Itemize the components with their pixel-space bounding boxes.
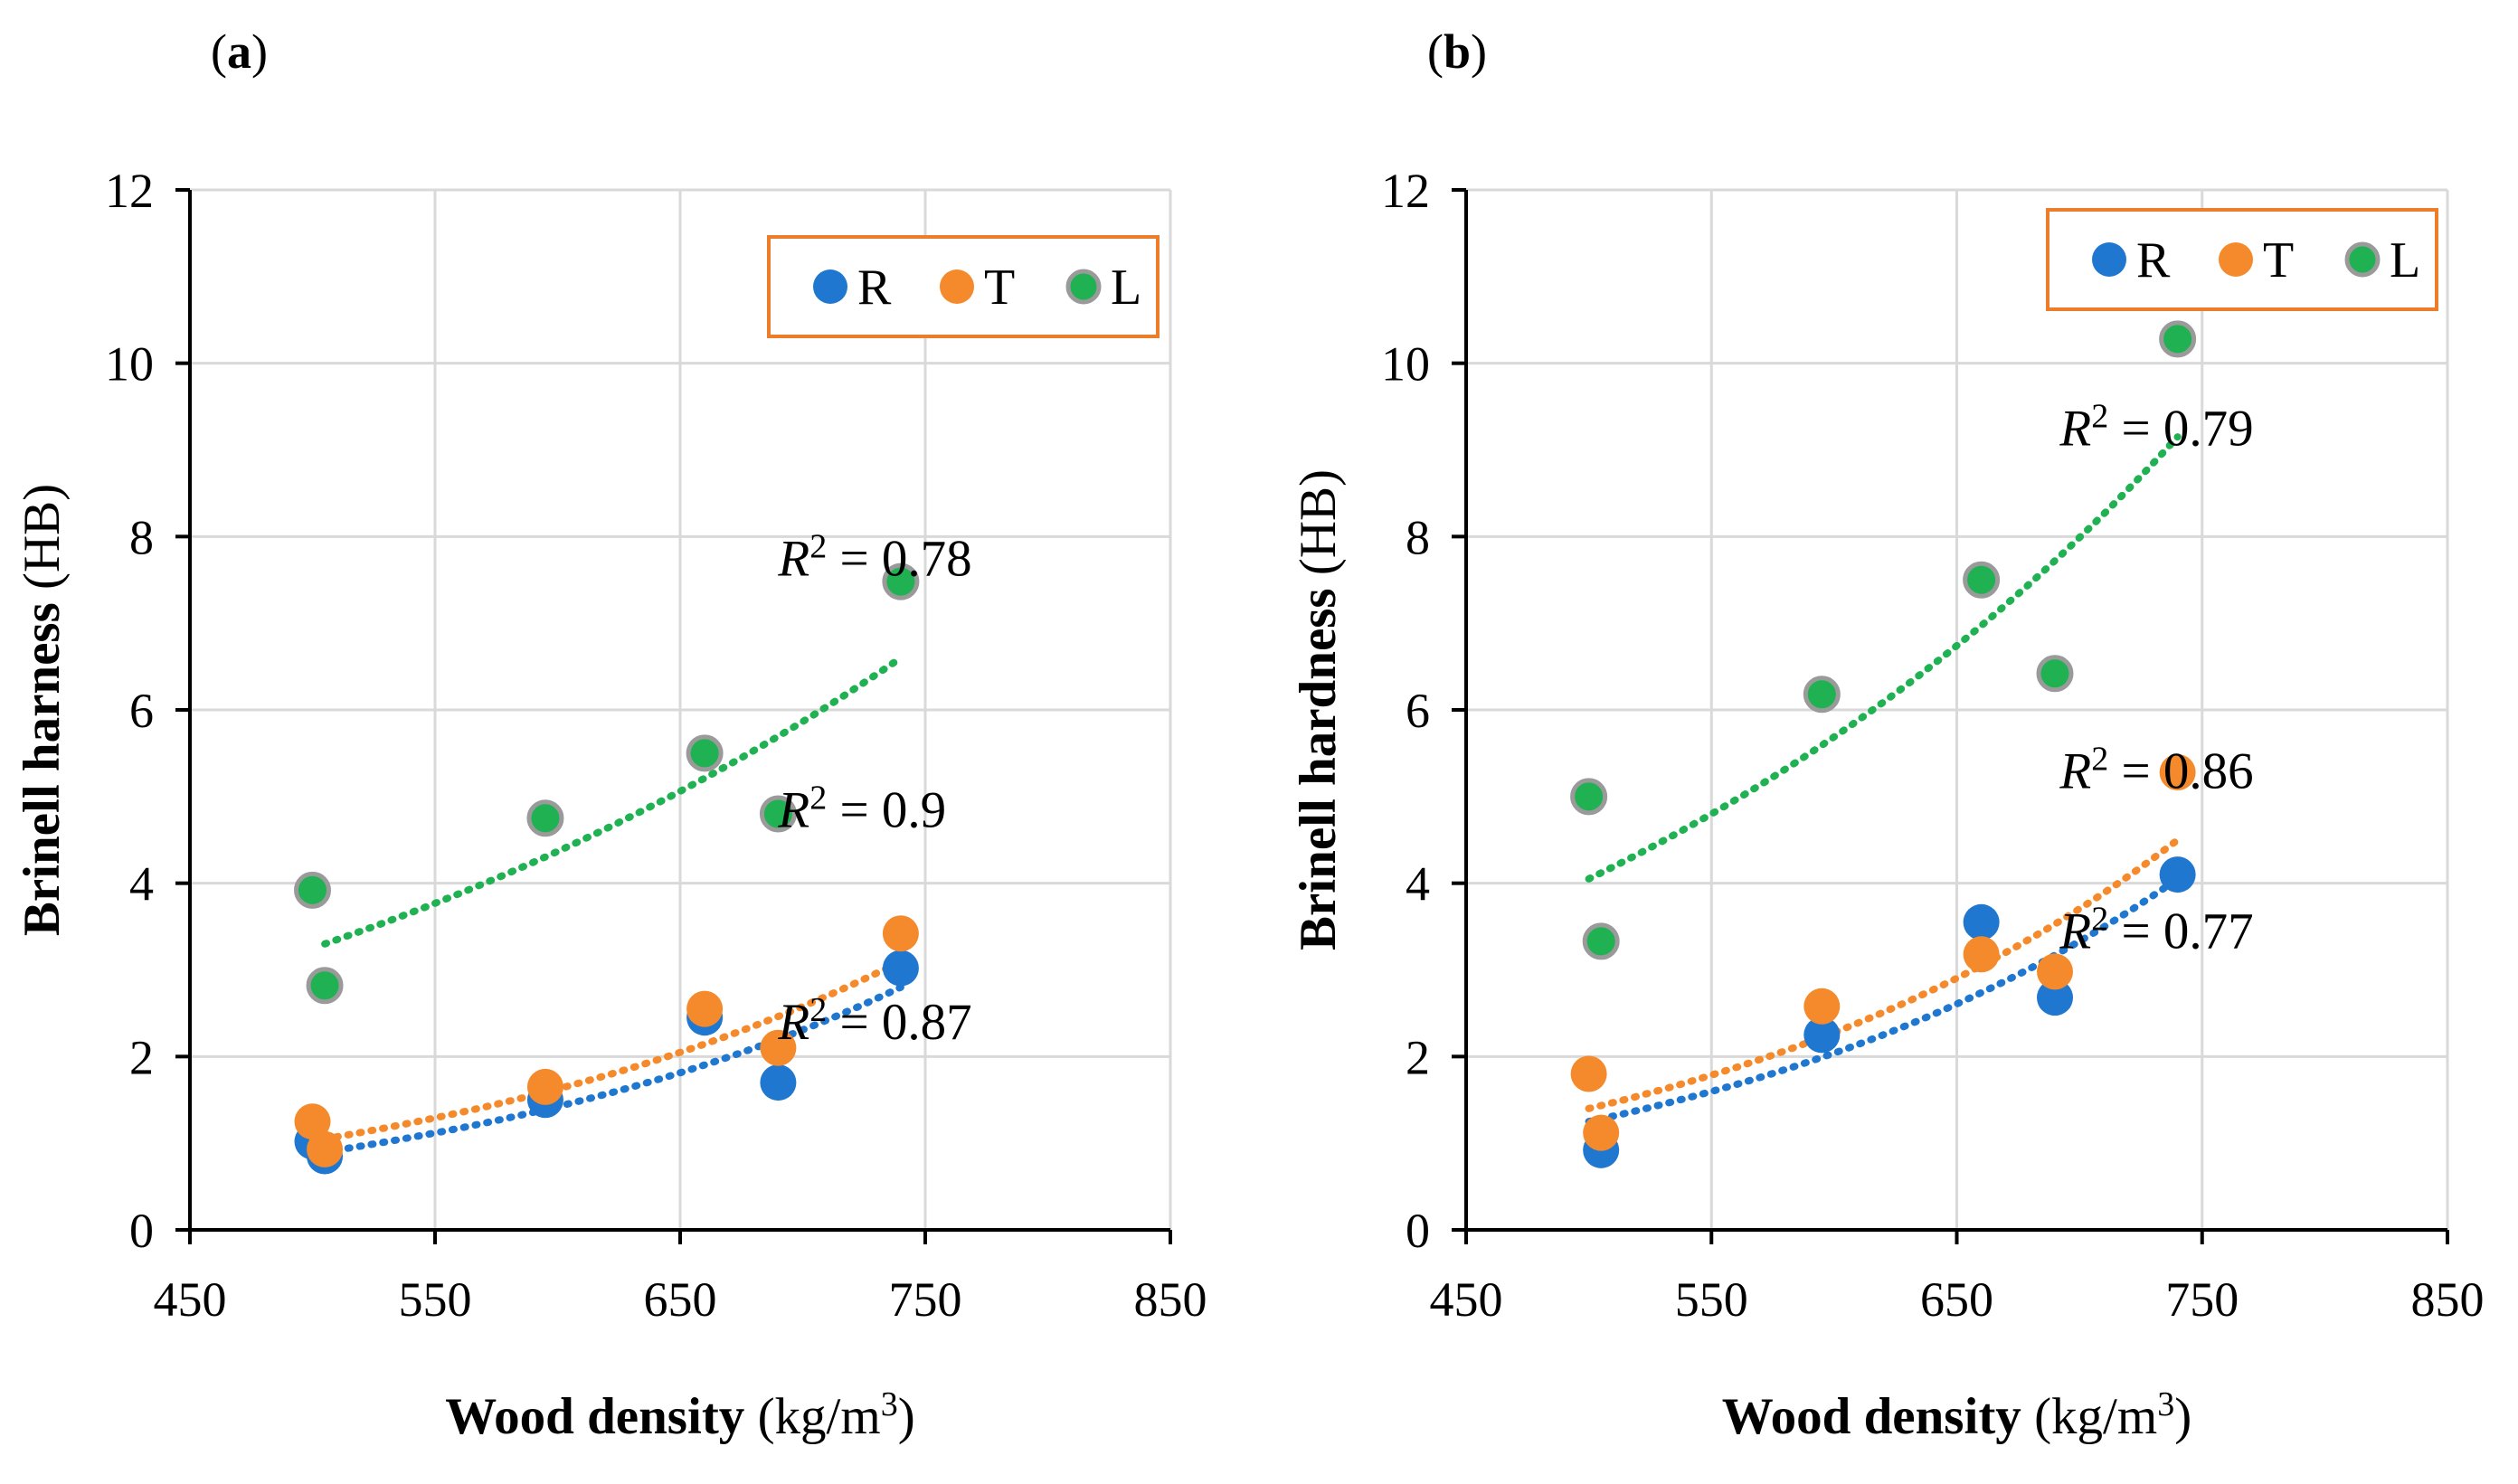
point-T: [882, 915, 919, 952]
y-tick-label: 8: [129, 510, 154, 564]
r2-annotation: R2 = 0.9: [777, 779, 946, 838]
point-T: [526, 1068, 563, 1105]
panel-label-a: (a): [211, 24, 268, 79]
point-L: [1963, 561, 2001, 599]
x-tick-label: 550: [1675, 1272, 1748, 1327]
r2-annotation: R2 = 0.86: [2059, 740, 2253, 799]
point-T: [1570, 1055, 1607, 1092]
trendlines-b: [1585, 433, 2182, 1126]
r2-annotation: R2 = 0.78: [777, 527, 971, 587]
x-tick-label: 750: [889, 1272, 962, 1327]
legend-marker-T: [2219, 242, 2253, 277]
y-tick-label: 2: [1406, 1030, 1430, 1084]
trendline-L: [321, 654, 904, 948]
point-T: [307, 1130, 344, 1167]
y-axis-title-a: Brinell harness (HB): [14, 484, 71, 936]
point-L: [294, 871, 331, 909]
legend-label-T: T: [984, 260, 1015, 316]
point-R: [2159, 856, 2196, 893]
points-a: [294, 562, 920, 1175]
point-L: [306, 967, 344, 1005]
annotations-a: R2 = 0.78 R2 = 0.9 R2 = 0.87: [777, 527, 971, 1051]
y-tick-label: 4: [1406, 857, 1430, 912]
trendline-T: [1585, 836, 2182, 1112]
legend-label-R: R: [857, 260, 892, 316]
trendline-T: [321, 957, 904, 1143]
x-tick-label: 450: [154, 1272, 227, 1327]
axes-b: 0 2 4 6 8 10 12 450 550 650 750 850: [1381, 164, 2485, 1327]
x-axis-title-a: Wood density (kg/m3): [445, 1385, 914, 1445]
point-T: [760, 1029, 797, 1066]
point-L: [1803, 676, 1841, 714]
trendlines-a: [321, 654, 904, 1156]
legend-label-L: L: [1111, 260, 1141, 316]
axes-a: 0 2 4 6 8 10 12 450 550 650 750 850: [105, 164, 1207, 1327]
y-tick-label: 2: [129, 1030, 154, 1084]
point-T: [1803, 988, 1841, 1025]
point-R: [1803, 1016, 1841, 1054]
y-tick-label: 12: [105, 164, 154, 218]
trendline-R: [1585, 874, 2182, 1126]
x-tick-label: 650: [1920, 1272, 1993, 1327]
trendline-L: [1585, 433, 2182, 883]
legend-marker-R: [813, 269, 847, 304]
point-T: [2037, 953, 2073, 990]
point-R: [2037, 979, 2073, 1016]
y-tick-label: 0: [129, 1204, 154, 1258]
legend-marker-L: [2344, 241, 2381, 278]
legend-marker-T: [940, 269, 974, 304]
y-tick-label: 6: [129, 684, 154, 738]
y-tick-label: 12: [1381, 164, 1430, 218]
x-tick-label: 550: [399, 1272, 472, 1327]
point-L: [882, 562, 920, 600]
point-T: [2159, 754, 2196, 790]
points-b: [1570, 320, 2197, 1168]
point-T: [1583, 1114, 1620, 1151]
legend-marker-R: [2092, 242, 2126, 277]
point-L: [2036, 655, 2074, 693]
x-tick-label: 850: [2411, 1272, 2485, 1327]
y-tick-label: 6: [1406, 684, 1430, 738]
legend-label-L: L: [2390, 232, 2420, 288]
point-L: [526, 799, 564, 837]
grid-a: [190, 188, 1172, 1230]
point-L: [1582, 922, 1620, 960]
grid-b: [1466, 188, 2449, 1230]
point-T: [1963, 936, 2000, 973]
point-T: [294, 1103, 331, 1140]
y-axis-title-b: Brinell hardness (HB): [1290, 469, 1347, 950]
r2-annotation: R2 = 0.77: [2059, 901, 2253, 960]
x-axis-title-b: Wood density (kg/m3): [1722, 1385, 2191, 1445]
point-T: [686, 990, 724, 1027]
annotations-b: R2 = 0.79 R2 = 0.86 R2 = 0.77: [2059, 398, 2253, 960]
y-tick-label: 10: [1381, 337, 1430, 392]
point-L: [2159, 320, 2197, 358]
legend-label-T: T: [2263, 232, 2294, 288]
point-L: [1570, 778, 1608, 816]
point-R: [760, 1064, 797, 1101]
y-tick-label: 4: [129, 857, 154, 912]
x-tick-label: 850: [1134, 1272, 1207, 1327]
r2-annotation: R2 = 0.87: [777, 991, 971, 1051]
legend-label-R: R: [2136, 232, 2171, 288]
y-tick-label: 8: [1406, 510, 1430, 564]
point-R: [1963, 903, 2000, 940]
y-tick-label: 0: [1406, 1204, 1430, 1258]
trendline-R: [321, 983, 904, 1156]
x-tick-label: 450: [1430, 1272, 1503, 1327]
legend-marker-L: [1065, 269, 1102, 305]
y-tick-label: 10: [105, 337, 154, 392]
r2-annotation: R2 = 0.79: [2059, 398, 2253, 458]
point-L: [759, 795, 797, 833]
point-L: [686, 734, 724, 772]
panel-label-b: (b): [1427, 24, 1487, 79]
point-R: [882, 950, 919, 987]
x-tick-label: 750: [2165, 1272, 2239, 1327]
x-tick-label: 650: [644, 1272, 717, 1327]
